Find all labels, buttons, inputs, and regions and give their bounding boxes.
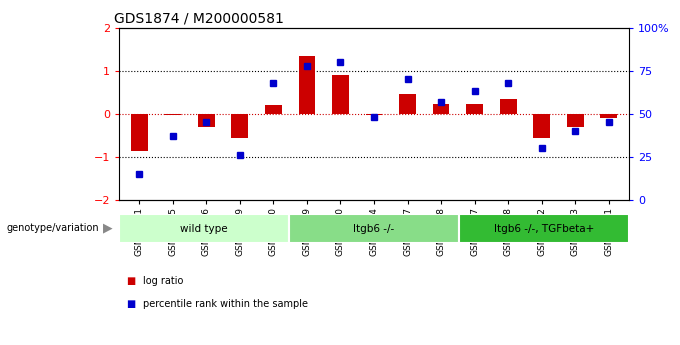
Bar xyxy=(131,114,148,150)
Bar xyxy=(533,114,550,138)
Bar xyxy=(231,114,248,138)
Bar xyxy=(198,114,215,127)
Bar xyxy=(289,214,459,243)
Text: percentile rank within the sample: percentile rank within the sample xyxy=(143,299,308,308)
Bar xyxy=(332,75,349,114)
Bar xyxy=(119,214,289,243)
Text: genotype/variation: genotype/variation xyxy=(7,224,99,233)
Bar xyxy=(600,114,617,118)
Text: ▶: ▶ xyxy=(103,222,112,235)
Text: ■: ■ xyxy=(126,276,135,286)
Text: ltgb6 -/-: ltgb6 -/- xyxy=(354,224,394,234)
Text: wild type: wild type xyxy=(180,224,228,234)
Bar xyxy=(399,95,416,114)
Bar xyxy=(466,104,483,114)
Text: ltgb6 -/-, TGFbeta+: ltgb6 -/-, TGFbeta+ xyxy=(494,224,594,234)
Bar xyxy=(299,56,316,114)
Bar xyxy=(459,214,629,243)
Bar xyxy=(366,114,382,115)
Bar xyxy=(265,105,282,114)
Text: log ratio: log ratio xyxy=(143,276,183,286)
Text: GDS1874 / M200000581: GDS1874 / M200000581 xyxy=(114,11,284,25)
Bar xyxy=(500,99,517,114)
Bar xyxy=(165,114,181,115)
Bar xyxy=(432,104,449,114)
Bar xyxy=(567,114,583,127)
Text: ■: ■ xyxy=(126,299,135,308)
